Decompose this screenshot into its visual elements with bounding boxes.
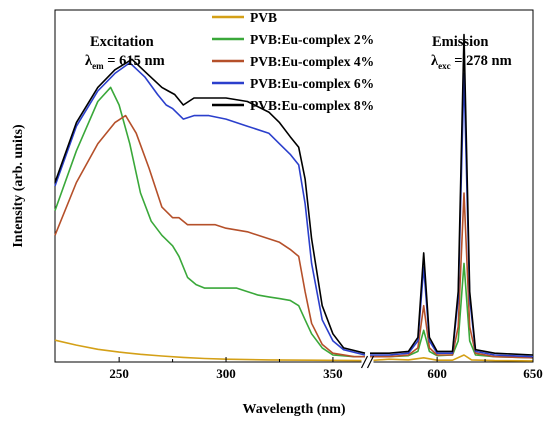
legend-label-pvb: PVB xyxy=(250,10,277,25)
emission-lambda-symbol: λ xyxy=(431,53,439,69)
x-axis-ticks: 250 300 350 600 650 xyxy=(109,357,543,381)
emission-title: Emission xyxy=(432,34,488,50)
excitation-lambda-symbol: λ xyxy=(85,53,93,69)
series-line-pvb-emission xyxy=(369,354,534,362)
legend: PVB PVB:Eu-complex 2% PVB:Eu-complex 4% … xyxy=(212,10,374,113)
axis-break-gap xyxy=(361,359,374,365)
series-line-pvb-eu-complex-6-excitation xyxy=(54,61,366,356)
excitation-lambda-value: = 615 nm xyxy=(104,53,165,69)
series-layer xyxy=(54,33,534,362)
series-line-pvb-eu-complex-8-excitation xyxy=(54,58,366,354)
series-line-pvb-excitation xyxy=(54,339,366,362)
emission-lambda-value: = 278 nm xyxy=(451,53,512,69)
x-tick-label-350: 350 xyxy=(323,366,343,381)
x-tick-label-650: 650 xyxy=(523,366,543,381)
axis-break-slash-1 xyxy=(360,355,369,369)
x-axis-title: Wavelength (nm) xyxy=(242,402,345,417)
emission-lambda-sub: exc xyxy=(438,61,451,71)
legend-label-eu-4: PVB:Eu-complex 4% xyxy=(250,54,374,69)
emission-lambda: λexc = 278 nm xyxy=(431,53,512,71)
x-tick-label-300: 300 xyxy=(216,366,236,381)
legend-label-eu-2: PVB:Eu-complex 2% xyxy=(250,32,374,47)
excitation-title: Excitation xyxy=(90,34,154,50)
legend-label-eu-6: PVB:Eu-complex 6% xyxy=(250,76,374,91)
y-axis-title: Intensity (arb. units) xyxy=(11,124,26,248)
series-line-pvb-eu-complex-4-excitation xyxy=(54,114,365,358)
axis-break xyxy=(360,355,375,369)
x-tick-label-600: 600 xyxy=(427,366,447,381)
axis-break-slash-2 xyxy=(366,355,375,369)
excitation-lambda-sub: em xyxy=(92,61,104,71)
legend-label-eu-8: PVB:Eu-complex 8% xyxy=(250,98,374,113)
x-tick-label-250: 250 xyxy=(109,366,129,381)
series-line-pvb-eu-complex-8-emission xyxy=(370,33,534,356)
series-line-pvb-eu-complex-2-excitation xyxy=(54,86,365,358)
excitation-lambda: λem = 615 nm xyxy=(85,53,165,71)
